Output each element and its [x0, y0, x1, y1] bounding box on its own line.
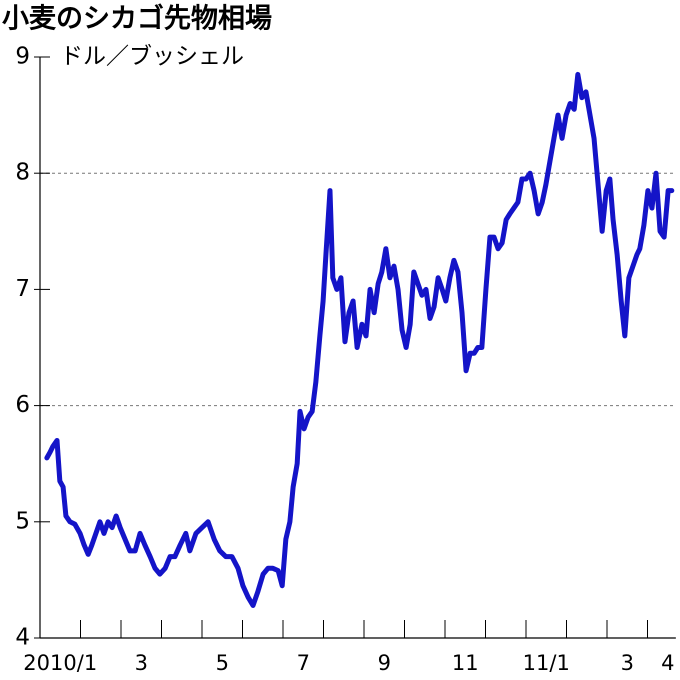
x-tick-label: 5: [216, 651, 229, 675]
price-line: [44, 71, 675, 608]
x-tick-label: 7: [297, 651, 310, 675]
y-tick-label: 7: [15, 276, 30, 302]
y-tick-label: 6: [15, 392, 30, 418]
y-tick-label: 9: [15, 44, 30, 70]
x-tick-label: 11/1: [523, 651, 570, 675]
y-axis-label: ドル／ブッシェル: [60, 44, 244, 70]
x-tick-label: 11: [452, 651, 479, 675]
x-tick-label: 2010/1: [23, 651, 97, 675]
x-tick-label: 3: [135, 651, 148, 675]
y-tick-label: 5: [15, 508, 30, 534]
x-tick-label: 9: [378, 651, 391, 675]
y-tick-label: 4: [15, 625, 30, 651]
y-tick-label: 8: [15, 160, 30, 186]
chart-title: 小麦のシカゴ先物相場: [2, 3, 272, 35]
x-tick-label: 3: [621, 651, 634, 675]
x-tick-label: 4: [661, 651, 674, 675]
